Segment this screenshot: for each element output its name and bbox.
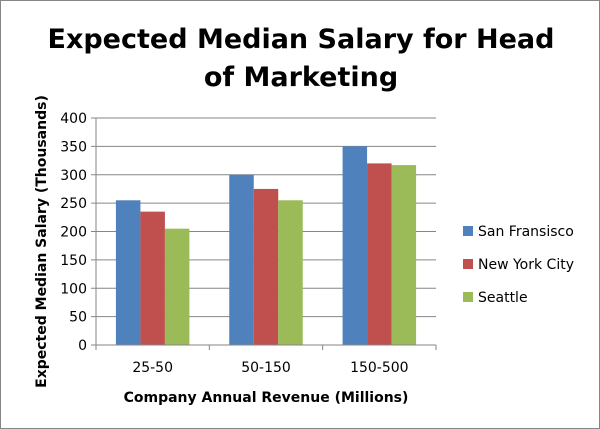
bar-seattle-25-50	[164, 228, 190, 345]
y-tick-label-350: 350	[60, 139, 87, 155]
y-tick-label-400: 400	[60, 111, 87, 127]
tick-labels: 0 50 100 150 200 250 300 350 400 25-50 50-150 150-5…	[60, 111, 408, 376]
legend: San Fransisco New York City Seattle	[463, 224, 574, 306]
bar-new-york-city-25-50	[140, 211, 165, 345]
bar-san-fransisco-25-50	[115, 200, 141, 345]
legend-label-san-fransisco: San Fransisco	[478, 224, 574, 240]
x-axis-title: Company Annual Revenue (Millions)	[124, 390, 409, 406]
legend-swatch-san-fransisco	[463, 226, 473, 236]
y-tick-label-0: 0	[78, 338, 87, 354]
x-tick-label-50-150: 50-150	[241, 360, 291, 376]
bar-san-fransisco-150-500	[342, 146, 368, 345]
bars	[115, 146, 417, 345]
y-tick-label-200: 200	[60, 225, 87, 241]
bar-new-york-city-50-150	[253, 188, 279, 345]
bar-new-york-city-150-500	[367, 163, 392, 345]
bar-seattle-150-500	[391, 165, 417, 345]
y-tick-label-300: 300	[60, 168, 87, 184]
bar-seattle-50-150	[278, 200, 303, 345]
legend-swatch-new-york-city	[463, 259, 473, 269]
x-tick-label-150-500: 150-500	[350, 360, 409, 376]
bar-san-fransisco-50-150	[229, 174, 254, 345]
chart-title: Expected Median Salary for Head of Marke…	[47, 24, 555, 93]
x-tick-label-25-50: 25-50	[132, 360, 173, 376]
y-tick-label-150: 150	[60, 253, 87, 269]
legend-label-seattle: Seattle	[478, 290, 528, 306]
y-tick-label-50: 50	[69, 310, 87, 326]
y-tick-label-250: 250	[60, 196, 87, 212]
y-axis-title: Expected Median Salary (Thousands)	[34, 95, 50, 388]
legend-swatch-seattle	[463, 292, 473, 302]
y-tick-label-100: 100	[60, 281, 87, 297]
axes	[91, 117, 437, 350]
legend-label-new-york-city: New York City	[478, 257, 574, 273]
